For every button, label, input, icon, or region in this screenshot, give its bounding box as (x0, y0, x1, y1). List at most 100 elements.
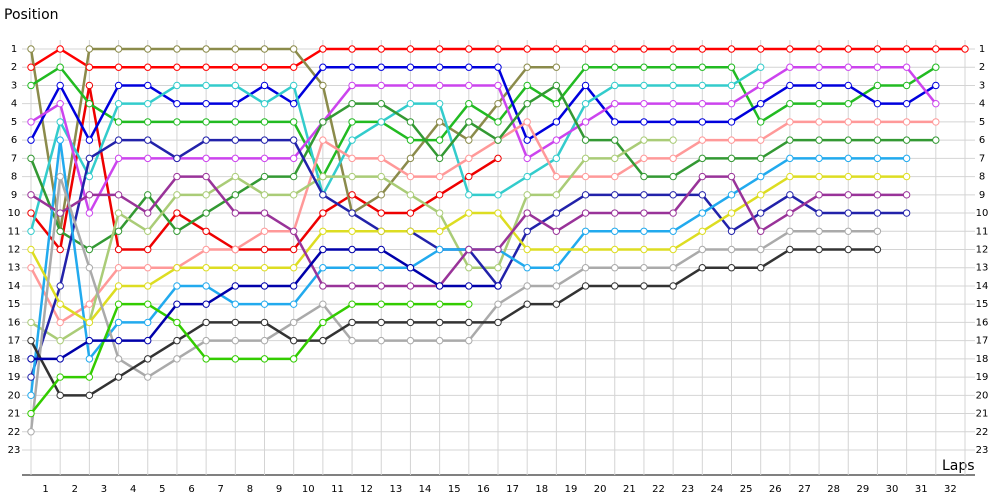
y-tick-label: 16 (8, 317, 21, 328)
point-marker (173, 355, 181, 363)
point-marker (56, 373, 64, 381)
point-marker (640, 245, 648, 254)
series-line (30, 65, 937, 215)
point-marker (494, 264, 502, 272)
point-marker (348, 63, 356, 71)
y-tick-label-right: 16 (976, 317, 989, 328)
point-marker (85, 191, 94, 199)
point-marker (289, 99, 298, 108)
point-marker (611, 209, 619, 217)
point-marker (873, 136, 882, 144)
point-marker (231, 355, 240, 363)
point-marker (611, 172, 619, 181)
y-tick-label: 17 (8, 336, 21, 347)
point-marker (377, 154, 385, 163)
point-marker (786, 245, 794, 254)
point-marker (844, 245, 852, 254)
point-marker (435, 99, 444, 108)
point-marker (786, 63, 794, 71)
point-marker (698, 81, 707, 90)
point-marker (640, 209, 648, 217)
point-marker (640, 264, 648, 272)
point-marker (581, 118, 590, 126)
point-marker (260, 282, 269, 290)
point-marker (669, 63, 677, 71)
point-marker (815, 172, 823, 181)
y-tick-label: 23 (8, 445, 21, 456)
point-marker (231, 172, 240, 181)
point-marker (231, 154, 240, 163)
y-tick-label: 3 (11, 80, 17, 91)
point-marker (231, 336, 240, 345)
point-marker (319, 245, 327, 254)
point-marker (873, 227, 882, 235)
point-marker (552, 63, 561, 71)
point-marker (552, 154, 561, 163)
x-tick-label: 1 (42, 484, 48, 495)
point-marker (815, 136, 823, 144)
point-marker (85, 136, 94, 144)
point-marker (114, 45, 123, 53)
y-tick-label-right: 10 (976, 208, 989, 219)
point-marker (27, 227, 35, 235)
point-marker (756, 154, 765, 163)
point-marker (552, 136, 561, 144)
x-tick-label: 12 (360, 484, 373, 495)
point-marker (844, 99, 852, 108)
point-marker (114, 209, 123, 217)
point-marker (435, 245, 444, 254)
point-marker (756, 99, 765, 108)
point-marker (465, 336, 473, 345)
point-marker (27, 63, 35, 71)
point-marker (202, 154, 210, 163)
point-marker (581, 191, 590, 199)
point-marker (902, 118, 911, 126)
point-marker (523, 45, 531, 53)
point-marker (435, 81, 444, 90)
point-marker (173, 336, 181, 345)
point-marker (494, 154, 502, 163)
y-tick-label: 20 (8, 390, 21, 401)
point-marker (406, 227, 415, 235)
point-marker (727, 227, 736, 235)
point-marker (377, 81, 385, 90)
point-marker (552, 191, 561, 199)
point-marker (56, 391, 64, 400)
point-marker (523, 118, 531, 126)
point-marker (815, 45, 823, 53)
point-marker (902, 45, 911, 53)
x-tick-label: 6 (188, 484, 194, 495)
point-marker (669, 191, 677, 199)
point-marker (289, 355, 298, 363)
point-marker (523, 63, 531, 71)
x-tick-label: 8 (247, 484, 253, 495)
point-marker (581, 227, 590, 235)
point-marker (786, 136, 794, 144)
point-marker (873, 81, 882, 90)
point-marker (173, 318, 181, 327)
point-marker (932, 136, 940, 144)
x-tick-label: 25 (740, 484, 753, 495)
point-marker (202, 191, 210, 199)
point-marker (815, 154, 823, 163)
point-marker (523, 81, 531, 90)
series-line (29, 65, 937, 142)
y-tick-label-right: 8 (979, 172, 985, 183)
point-marker (289, 300, 298, 308)
point-marker (465, 245, 473, 254)
point-marker (202, 209, 210, 217)
y-tick-label-right: 19 (976, 372, 989, 383)
point-marker (786, 81, 794, 90)
point-marker (173, 118, 181, 126)
point-marker (611, 136, 619, 144)
point-marker (27, 136, 35, 144)
y-tick-label: 9 (11, 190, 17, 201)
point-marker (406, 264, 415, 272)
point-marker (85, 209, 94, 217)
point-marker (85, 355, 94, 363)
point-marker (844, 63, 852, 71)
point-marker (756, 264, 765, 272)
point-marker (348, 136, 356, 144)
point-marker (581, 99, 590, 108)
x-tick-label: 23 (681, 484, 694, 495)
